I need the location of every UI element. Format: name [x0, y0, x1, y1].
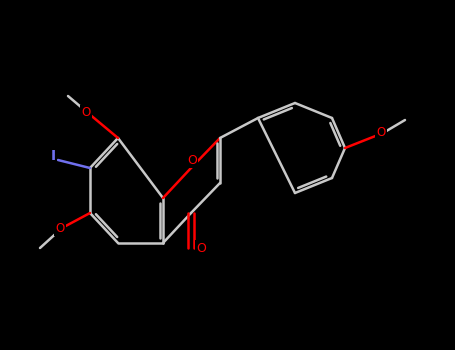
- Text: O: O: [196, 241, 206, 254]
- Text: O: O: [376, 126, 386, 140]
- Text: O: O: [187, 154, 197, 167]
- Text: O: O: [56, 222, 65, 235]
- Text: O: O: [81, 106, 91, 119]
- Text: I: I: [51, 149, 56, 163]
